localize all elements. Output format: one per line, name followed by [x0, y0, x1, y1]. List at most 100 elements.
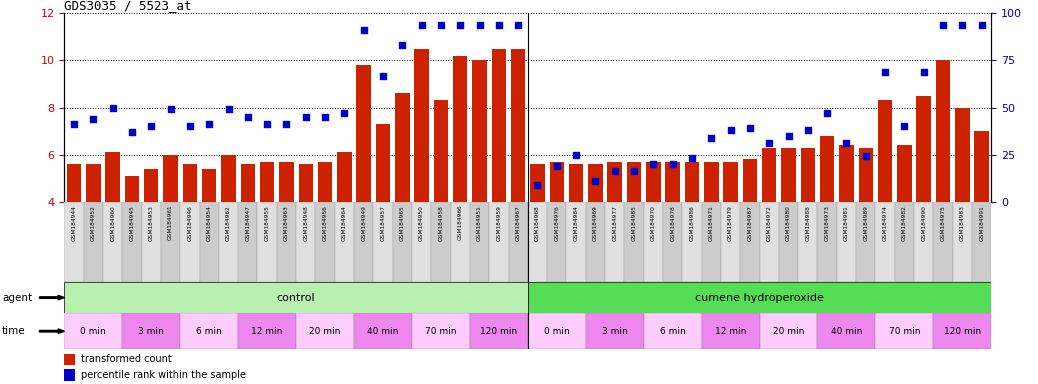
Point [799, 127, 816, 133]
Text: 3 min: 3 min [602, 327, 628, 336]
Bar [527, 282, 991, 313]
Text: transformed count: transformed count [81, 354, 171, 364]
Bar [106, 152, 119, 296]
Bar [567, 202, 585, 282]
Text: percentile rank within the sample: percentile rank within the sample [81, 370, 246, 380]
Text: GSM184955: GSM184955 [265, 205, 270, 241]
Bar [933, 202, 953, 282]
Text: 40 min: 40 min [830, 327, 863, 336]
Bar [569, 164, 583, 296]
Bar [778, 202, 798, 282]
Bar [238, 202, 257, 282]
Bar [489, 202, 509, 282]
Bar [257, 202, 277, 282]
Bar [144, 169, 159, 296]
Bar [238, 313, 296, 349]
Point [934, 22, 951, 28]
Point [916, 69, 932, 75]
Bar [702, 313, 760, 349]
Text: 70 min: 70 min [426, 327, 457, 336]
Bar [470, 313, 527, 349]
Text: 12 min: 12 min [251, 327, 282, 336]
Text: GSM184947: GSM184947 [245, 205, 250, 241]
Bar [585, 202, 605, 282]
Text: 20 min: 20 min [309, 327, 340, 336]
Point [857, 153, 874, 159]
Text: GSM184964: GSM184964 [342, 205, 347, 240]
Text: GSM184986: GSM184986 [689, 205, 694, 240]
Point [954, 22, 971, 28]
Point [741, 125, 758, 131]
Bar [412, 313, 470, 349]
Bar [740, 202, 760, 282]
Point [703, 134, 719, 141]
Bar [64, 202, 84, 282]
Text: 3 min: 3 min [138, 327, 164, 336]
Bar [878, 101, 893, 296]
Bar [914, 202, 933, 282]
Bar [762, 147, 776, 296]
Bar [64, 369, 75, 381]
Point [761, 140, 777, 146]
Point [124, 129, 140, 135]
Bar [354, 313, 412, 349]
Bar [125, 176, 139, 296]
Text: GSM184977: GSM184977 [612, 205, 618, 241]
Bar [277, 202, 296, 282]
Bar [704, 162, 718, 296]
Bar [875, 202, 895, 282]
Bar [492, 49, 507, 296]
Bar [646, 162, 660, 296]
Text: 120 min: 120 min [944, 327, 981, 336]
Bar [955, 108, 969, 296]
Point [355, 27, 372, 33]
Bar [219, 202, 238, 282]
Bar [316, 202, 334, 282]
Bar [975, 131, 989, 296]
Bar [141, 202, 161, 282]
Bar [875, 313, 933, 349]
Bar [760, 202, 778, 282]
Bar [356, 65, 371, 296]
Text: GSM184973: GSM184973 [824, 205, 829, 241]
Text: GSM184950: GSM184950 [419, 205, 425, 241]
Text: GSM184946: GSM184946 [188, 205, 192, 240]
Point [877, 69, 894, 75]
Point [529, 182, 546, 188]
Text: GSM184982: GSM184982 [902, 205, 907, 241]
Text: GSM184971: GSM184971 [709, 205, 714, 240]
Text: GSM184979: GSM184979 [728, 205, 733, 241]
Text: 6 min: 6 min [196, 327, 222, 336]
Point [568, 152, 584, 158]
Text: GSM184949: GSM184949 [361, 205, 366, 241]
Bar [742, 159, 757, 296]
Bar [122, 202, 141, 282]
Bar [450, 202, 470, 282]
Bar [434, 101, 448, 296]
Bar [782, 147, 796, 296]
Text: GSM184990: GSM184990 [921, 205, 926, 241]
Text: GSM184991: GSM184991 [979, 205, 984, 240]
Text: GSM184984: GSM184984 [574, 205, 578, 241]
Text: 40 min: 40 min [367, 327, 399, 336]
Point [548, 163, 565, 169]
Point [85, 116, 102, 122]
Point [664, 161, 681, 167]
Bar [895, 202, 914, 282]
Text: agent: agent [2, 293, 32, 303]
Bar [66, 164, 81, 296]
Point [896, 123, 912, 129]
Text: GSM184965: GSM184965 [400, 205, 405, 240]
Point [201, 121, 218, 127]
Text: GSM184985: GSM184985 [631, 205, 636, 241]
Bar [279, 162, 294, 296]
Text: GSM184963: GSM184963 [284, 205, 289, 240]
Bar [839, 145, 853, 296]
Text: 70 min: 70 min [889, 327, 920, 336]
Point [162, 106, 179, 113]
Text: GSM184959: GSM184959 [496, 205, 501, 241]
Text: cumene hydroperoxide: cumene hydroperoxide [695, 293, 824, 303]
Bar [318, 162, 332, 296]
Bar [798, 202, 818, 282]
Bar [202, 169, 217, 296]
